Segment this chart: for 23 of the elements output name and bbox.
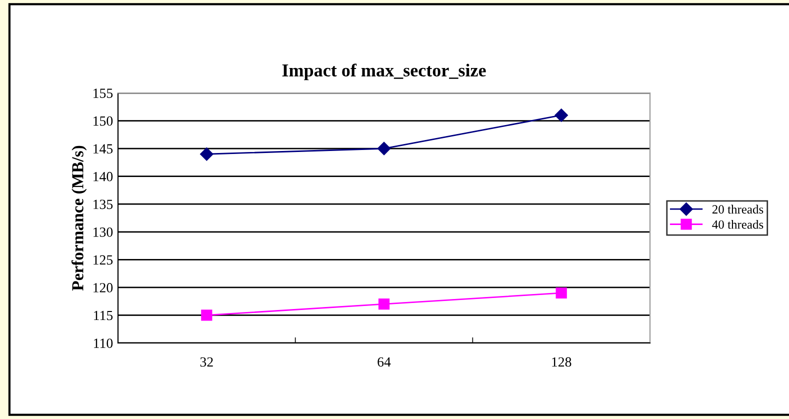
point (554, 108, 568, 122)
legend-label: 40 threads (712, 220, 764, 229)
legend-label: 20 threads (712, 204, 764, 214)
point (378, 298, 390, 310)
y-tick-label: 145 (94, 144, 113, 154)
y-tick-label: 150 (94, 116, 113, 126)
y-tick-label: 120 (94, 283, 113, 292)
x-tick-label: 128 (552, 357, 572, 367)
x-tick-label: 64 (378, 357, 391, 367)
point (556, 287, 567, 299)
point (200, 148, 214, 161)
chart-title: Impact of max_sector_size (282, 64, 486, 80)
point (377, 142, 391, 156)
x-tick-label: 32 (200, 357, 213, 367)
y-tick-label: 110 (94, 338, 113, 348)
y-tick-label: 115 (94, 310, 113, 320)
y-tick-label: 155 (94, 88, 113, 98)
y-tick-label: 135 (94, 200, 113, 210)
y-tick-label: 140 (94, 172, 113, 182)
y-axis-title: Performance (MB/s) (71, 146, 87, 291)
point (201, 310, 212, 321)
y-tick-label: 125 (94, 255, 113, 265)
y-tick-label: 130 (94, 227, 113, 237)
